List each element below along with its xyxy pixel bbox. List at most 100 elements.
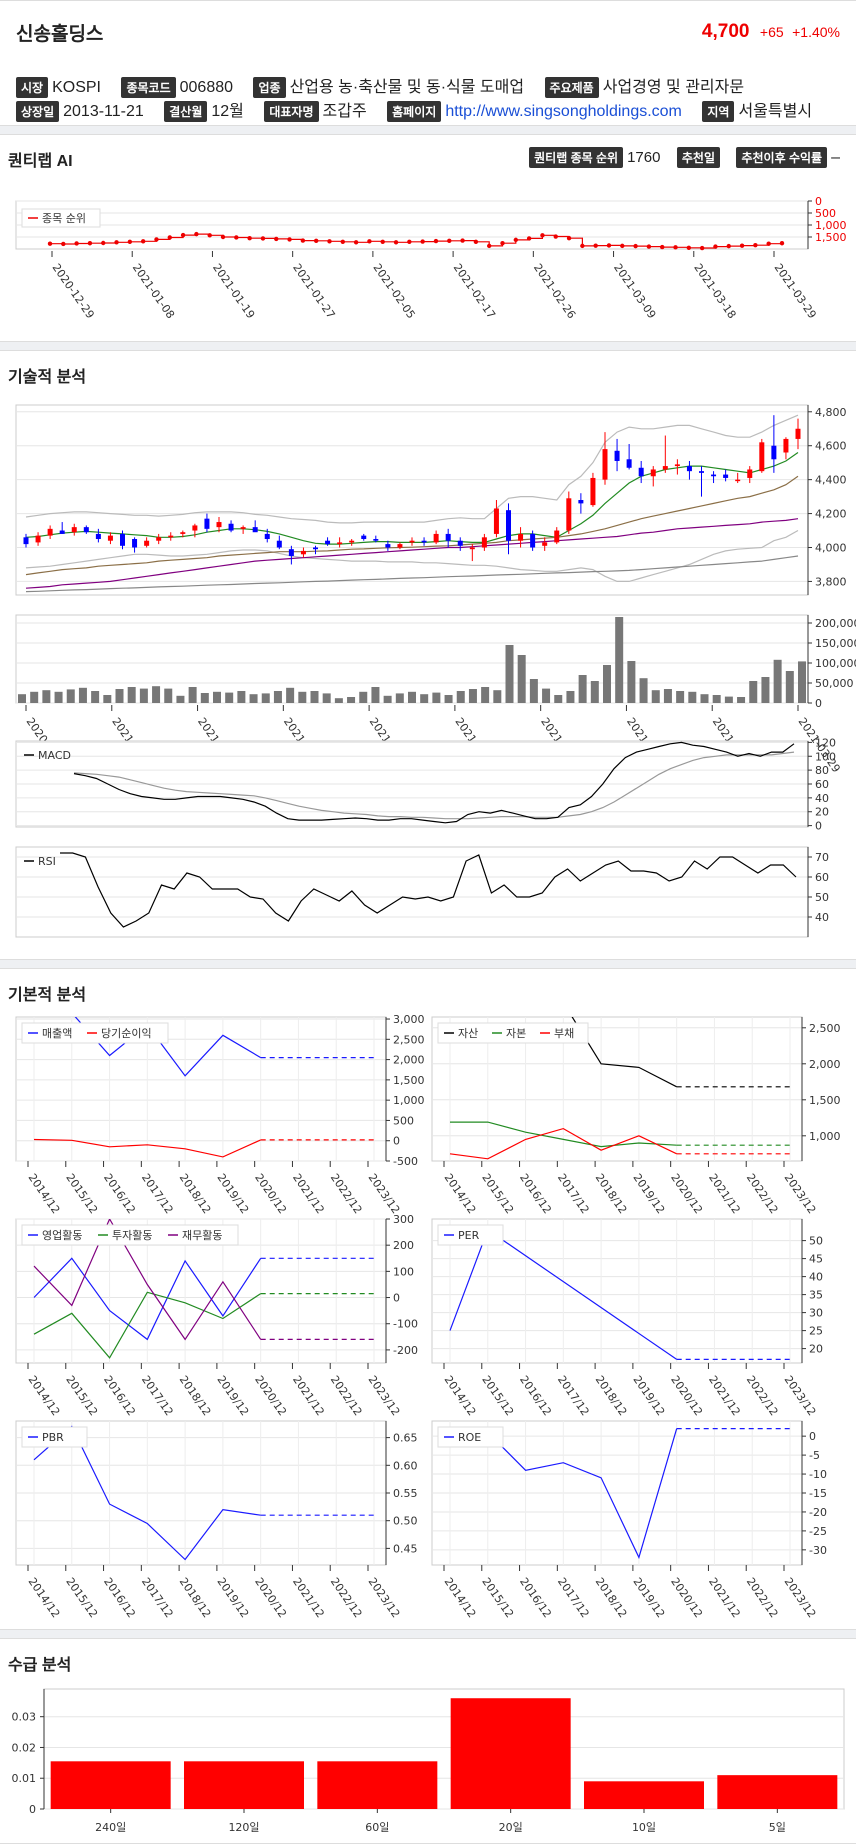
volume-bar <box>676 691 685 703</box>
x-tick-label: 2021-02-26 <box>531 261 578 321</box>
candle-body <box>409 540 415 543</box>
y-tick-label: 300 <box>393 1213 414 1226</box>
candle-body <box>602 449 608 480</box>
volume-bar <box>334 698 343 703</box>
x-tick-label: 2015/12 <box>479 1575 516 1620</box>
volume-bar <box>700 694 709 703</box>
y-tick-label: 25 <box>809 1325 823 1338</box>
supply-bar <box>317 1761 438 1809</box>
x-tick-label: 2015/12 <box>479 1373 516 1418</box>
x-tick-label: 2021/12 <box>706 1373 743 1418</box>
candle-body <box>204 518 210 529</box>
candle-body <box>95 533 101 540</box>
y-tick-label: 60 <box>815 871 829 884</box>
rank-point <box>327 239 332 244</box>
x-tick-label: 2017/12 <box>139 1373 176 1418</box>
candle-body <box>626 459 632 468</box>
candle-body <box>288 549 294 556</box>
x-tick-label: 2022/12 <box>744 1575 781 1620</box>
candle-body <box>433 533 439 543</box>
rank-point <box>340 239 345 244</box>
candle-body <box>156 537 162 541</box>
y-tick-label: 40 <box>809 1271 823 1284</box>
series-line <box>450 1121 677 1148</box>
macd-signal-line <box>73 751 795 820</box>
y-tick-label: -5 <box>809 1449 820 1462</box>
volume-bar <box>542 688 551 703</box>
legend-label: 부채 <box>554 1027 574 1040</box>
series-line <box>33 1291 262 1359</box>
candle-body <box>638 467 644 477</box>
y-tick-label: -100 <box>393 1318 418 1331</box>
homepage-link[interactable]: http://www.singsongholdings.com <box>445 103 682 120</box>
rank-point <box>380 239 385 244</box>
x-tick-label: 2020/12 <box>668 1575 705 1620</box>
y-tick-label: 0 <box>815 820 822 833</box>
candle-body <box>518 533 524 541</box>
volume-bar <box>152 686 161 703</box>
supply-bar <box>450 1698 571 1809</box>
x-tick-label: 2016/12 <box>517 1575 554 1620</box>
product-label: 주요제품 <box>544 77 599 98</box>
legend-label: 영업활동 <box>42 1228 82 1242</box>
legend-box <box>437 1224 504 1246</box>
market-label: 시장 <box>16 77 49 98</box>
x-tick-label: 2015/12 <box>63 1575 100 1620</box>
macd-line <box>73 741 795 824</box>
volume-bar <box>42 690 51 703</box>
y-tick-label: 0.45 <box>393 1542 418 1555</box>
x-tick-label: 2015/12 <box>63 1171 100 1216</box>
y-tick-label: 3,000 <box>393 1013 425 1026</box>
rank-point <box>500 241 505 246</box>
rank-point <box>287 237 292 242</box>
legend-label: 당기순이익 <box>101 1027 152 1040</box>
y-tick-label: 40 <box>815 792 829 805</box>
series-line <box>33 1257 262 1341</box>
y-tick-label: 200 <box>393 1239 414 1252</box>
volume-bar <box>761 677 770 703</box>
rank-point <box>526 236 532 241</box>
rank-point <box>753 242 758 248</box>
rec-date-label: 추천일 <box>676 147 721 168</box>
volume-bar <box>237 691 246 703</box>
rank-point <box>553 234 558 239</box>
volume-bar <box>249 694 258 703</box>
legend-label: 재무활동 <box>182 1228 222 1242</box>
rank-point <box>713 244 718 249</box>
volume-bar <box>139 688 148 703</box>
candle-body <box>107 535 113 541</box>
series-line <box>33 1219 262 1341</box>
fiscal-value: 12월 <box>211 103 244 120</box>
industry-value: 산업용 농·축산물 및 동·식물 도매업 <box>289 79 525 96</box>
volume-bar <box>603 665 611 703</box>
x-tick-label: 2020/12 <box>252 1171 289 1216</box>
rank-point <box>140 239 146 244</box>
volume-bar <box>78 687 87 703</box>
candle-body <box>385 544 391 548</box>
x-tick-label: 2016/12 <box>101 1373 138 1418</box>
supply-bar <box>584 1781 704 1809</box>
y-tick-label: -30 <box>809 1544 827 1557</box>
y-tick-label: 500 <box>815 207 836 220</box>
supply-bar <box>184 1761 304 1809</box>
y-tick-label: -200 <box>393 1344 418 1357</box>
candle-body <box>614 450 620 461</box>
volume-bar <box>773 659 782 703</box>
x-tick-label: 2021/12 <box>290 1373 327 1418</box>
listed-value: 2013-11-21 <box>63 103 144 120</box>
candle-body <box>71 527 77 533</box>
y-tick-label: 100 <box>815 750 836 763</box>
volume-bar <box>164 688 173 703</box>
x-tick-label: 2021-03-09 <box>611 261 658 321</box>
x-tick-label: 2021-01-27 <box>290 261 337 321</box>
candle-body <box>578 500 584 504</box>
supply-chart: 0 0.01 0.02 0.03 240일 120일 60일 20일 10일 5일 <box>12 1688 845 1834</box>
x-tick-label: 2021-02-17 <box>451 261 498 321</box>
x-tick-label: 2019/12 <box>214 1575 251 1620</box>
y-tick-label: 20 <box>809 1343 823 1356</box>
legend-label: 자본 <box>506 1027 526 1040</box>
candle-body <box>240 527 246 529</box>
x-tick-label: 2021/12 <box>706 1171 743 1216</box>
candle-body <box>83 527 89 533</box>
volume-bar <box>444 695 453 703</box>
